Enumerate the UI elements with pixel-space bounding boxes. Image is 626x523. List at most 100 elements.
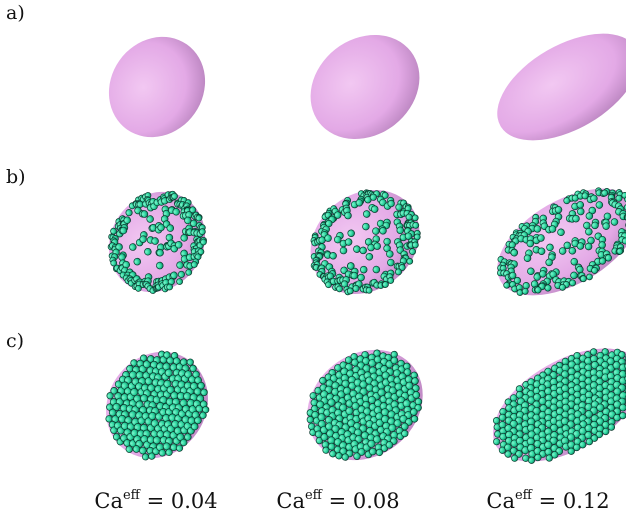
particle [546,243,554,252]
particle [557,228,565,237]
particle [572,214,580,223]
particle [409,248,416,255]
particle [362,222,370,231]
particle [133,257,142,266]
particle [317,413,326,422]
particle [382,281,389,288]
particle [412,391,421,399]
particle [388,423,397,432]
particle [385,441,394,449]
particle [165,233,174,242]
particle [130,359,138,367]
particle [362,210,371,218]
particle [353,452,361,460]
particle [369,193,377,201]
particle [607,423,616,431]
particle [585,227,593,236]
particle [118,253,126,261]
particle [370,205,379,213]
particle [624,195,626,203]
particle [166,224,175,232]
particle [590,348,598,356]
particle [523,254,532,262]
particle [172,208,180,216]
droplet-panel [108,36,206,138]
particle [563,241,572,250]
particle [387,277,395,284]
particle [383,237,391,246]
particle [624,362,626,371]
particle [504,443,512,452]
particle [119,226,128,235]
particle [359,265,368,274]
particle [200,238,207,246]
particle [584,242,593,251]
particle [612,361,621,370]
particle [108,408,117,417]
particle [375,448,384,457]
particle [140,210,149,218]
particle [587,236,595,245]
particle [306,416,314,424]
particle [590,194,598,203]
particle [412,221,420,229]
particle [185,268,193,276]
particle [558,247,567,255]
particle [621,237,626,245]
particle [577,207,585,216]
droplet-panel [497,187,626,296]
particle [595,201,604,209]
particle [198,228,206,236]
particle [189,364,197,373]
particle [200,400,208,408]
particle [333,235,342,244]
particle [544,440,553,449]
particle [186,358,194,366]
particle [503,281,511,289]
particle [343,386,352,395]
particle [357,273,365,282]
particle [509,271,517,280]
particle [585,437,594,446]
particle [624,374,626,383]
particle [146,215,154,223]
particle [190,422,199,431]
droplet-surface [310,34,420,140]
particle [139,235,147,243]
particle [372,265,381,274]
particle [345,406,354,416]
particle [195,214,203,222]
particle [353,245,361,253]
particle [539,270,547,278]
particle [336,285,343,293]
particle [570,257,579,266]
particle [158,449,167,457]
particle [173,426,183,435]
droplet-surface [497,33,626,141]
particle [554,206,563,214]
particle [162,362,171,371]
particle [189,206,197,214]
particle [365,252,374,261]
droplet-panel [107,190,207,294]
droplet-panel [105,350,210,461]
particle [162,442,171,451]
particle [344,211,352,220]
particle [387,258,395,267]
particle [521,287,529,295]
particle [123,216,131,224]
particle [511,454,519,462]
particle [414,397,423,406]
particle [411,214,419,222]
particle [406,258,414,265]
particle [144,247,152,256]
particle [341,453,349,461]
particle [334,211,342,219]
particle [576,242,585,250]
particle [355,199,364,207]
particle [598,241,606,249]
particle [621,192,626,199]
particle [386,250,394,258]
particle [410,415,419,423]
particle [396,226,405,235]
